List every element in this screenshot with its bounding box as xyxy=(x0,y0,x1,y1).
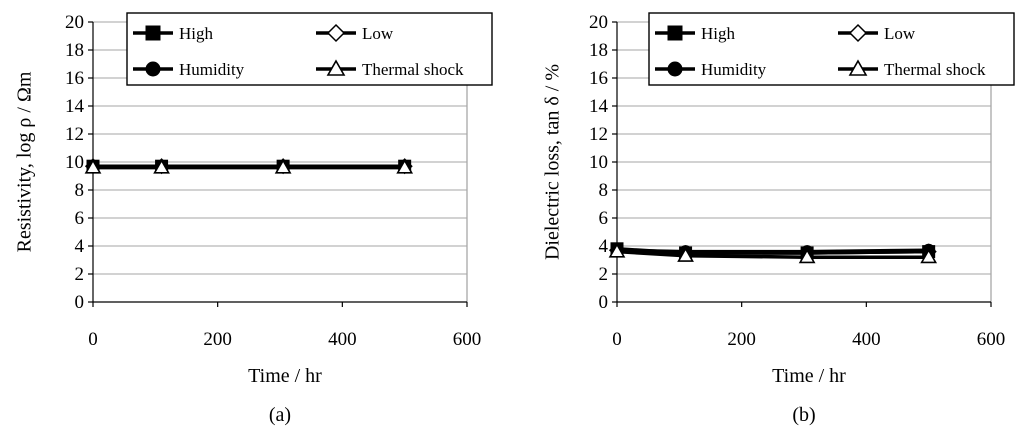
x-tick-label: 0 xyxy=(612,329,622,350)
legend: High Low Humidity Thermal shock xyxy=(126,12,493,86)
y-tick-label: 20 xyxy=(589,12,608,33)
y-tick-label: 0 xyxy=(599,292,609,313)
y-tick-label: 8 xyxy=(75,180,85,201)
y-tick-label: 12 xyxy=(589,124,608,145)
data-point-thermal-shock xyxy=(153,158,170,174)
x-tick-label: 200 xyxy=(203,329,232,350)
x-axis-title: Time / hr xyxy=(248,365,322,387)
legend-label: High xyxy=(701,24,736,43)
y-tick-label: 18 xyxy=(589,40,608,61)
x-tick-label: 400 xyxy=(852,329,881,350)
y-tick-label: 18 xyxy=(65,40,84,61)
y-axis-title: Dielectric loss, tan δ / % xyxy=(542,64,564,260)
data-point-thermal-shock xyxy=(396,158,414,174)
y-tick-label: 16 xyxy=(65,68,84,89)
y-axis-title: Resistivity, log ρ / Ωm xyxy=(14,71,36,252)
x-axis-title: Time / hr xyxy=(772,365,846,387)
y-tick-label: 2 xyxy=(599,264,609,285)
y-tick-label: 4 xyxy=(75,236,85,257)
x-tick-label: 0 xyxy=(88,329,98,350)
y-tick-label: 10 xyxy=(589,152,608,173)
data-point-thermal-shock xyxy=(920,248,938,264)
legend-label: Low xyxy=(884,24,916,43)
legend-marker-thermal-shock xyxy=(848,59,868,76)
x-tick-label: 400 xyxy=(328,329,357,350)
data-point-thermal-shock xyxy=(274,158,292,174)
data-point-thermal-shock xyxy=(608,242,626,258)
legend-marker-thermal-shock xyxy=(326,59,346,76)
legend-marker-humidity xyxy=(667,61,683,77)
y-tick-label: 16 xyxy=(589,68,608,89)
legend-box xyxy=(126,12,493,86)
data-point-thermal-shock xyxy=(798,248,816,264)
y-tick-label: 4 xyxy=(599,236,609,257)
x-tick-label: 200 xyxy=(727,329,756,350)
data-point-thermal-shock xyxy=(677,247,694,262)
legend-label: Humidity xyxy=(179,60,245,79)
y-tick-label: 20 xyxy=(65,12,84,33)
y-tick-label: 14 xyxy=(65,96,85,117)
legend-label: Humidity xyxy=(701,60,767,79)
legend-box xyxy=(648,12,1015,86)
legend: High Low Humidity Thermal shock xyxy=(648,12,1015,86)
x-tick-label: 600 xyxy=(453,329,482,350)
legend-label: Thermal shock xyxy=(884,60,986,79)
legend-marker-low xyxy=(326,23,346,43)
y-tick-label: 6 xyxy=(599,208,609,229)
legend-label: Low xyxy=(362,24,394,43)
y-tick-label: 12 xyxy=(65,124,84,145)
legend-marker-humidity xyxy=(145,61,161,77)
legend-marker-high xyxy=(667,25,683,41)
legend-label: High xyxy=(179,24,214,43)
y-tick-label: 0 xyxy=(75,292,85,313)
legend-label: Thermal shock xyxy=(362,60,464,79)
legend-marker-high xyxy=(145,25,161,41)
data-point-thermal-shock xyxy=(84,158,102,174)
y-tick-label: 2 xyxy=(75,264,85,285)
series-line-thermal-shock xyxy=(616,249,929,259)
panel-caption: (b) xyxy=(792,404,815,426)
y-tick-label: 8 xyxy=(599,180,609,201)
y-tick-label: 10 xyxy=(65,152,84,173)
legend-marker-low xyxy=(848,23,868,43)
y-tick-label: 14 xyxy=(589,96,609,117)
panel-caption: (a) xyxy=(269,404,291,426)
x-tick-label: 600 xyxy=(977,329,1006,350)
y-tick-label: 6 xyxy=(75,208,85,229)
series-line-humidity xyxy=(616,248,929,254)
